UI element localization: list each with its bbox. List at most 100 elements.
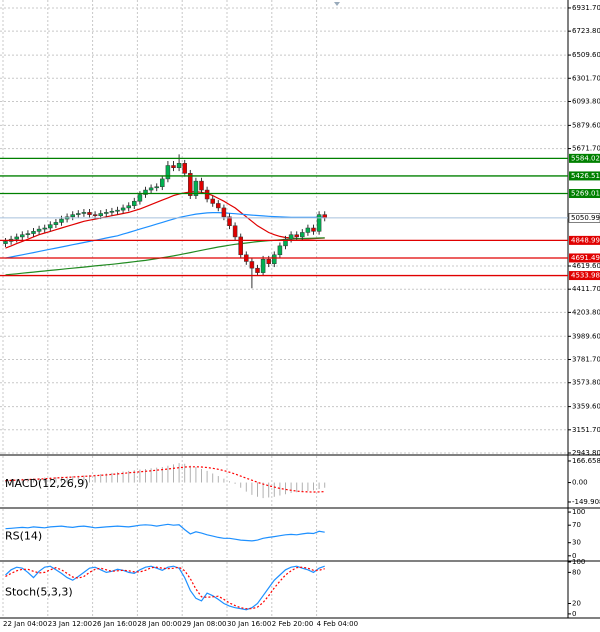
- y-tick-label: 30: [572, 539, 581, 547]
- candle-body: [232, 225, 238, 238]
- candle-body: [148, 187, 154, 191]
- indicator-line: [5, 523, 325, 542]
- candle-body: [176, 163, 182, 168]
- candle-body: [316, 214, 322, 232]
- panel-title: Stoch(5,3,3): [5, 586, 73, 599]
- candle-body: [126, 205, 131, 209]
- candle-body: [294, 234, 299, 238]
- candle-body: [160, 178, 165, 187]
- candle-body: [249, 261, 255, 269]
- level-label-box: [569, 235, 600, 245]
- x-tick-label: 4 Feb 04:00: [317, 620, 358, 628]
- candle-body: [48, 224, 53, 229]
- y-tick-label: 3151.70: [572, 426, 600, 434]
- y-tick-label: 6301.70: [572, 74, 600, 82]
- macd-signal: [5, 466, 325, 493]
- candle-body: [132, 200, 137, 206]
- level-label: 4533.98: [571, 272, 600, 280]
- y-tick-label: 2943.80: [572, 449, 600, 457]
- y-tick-label: 4619.60: [572, 262, 600, 270]
- candle-body: [115, 209, 120, 212]
- y-tick-label: 5671.70: [572, 145, 600, 153]
- candle-body: [188, 173, 193, 196]
- y-tick-label: 80: [572, 568, 581, 576]
- level-label: 4691.49: [571, 254, 600, 262]
- indicator-line: [5, 566, 325, 610]
- y-tick-label: 0: [572, 610, 576, 618]
- x-tick-label: 26 Jan 16:00: [93, 620, 137, 628]
- y-tick-label: 100: [572, 558, 585, 566]
- candle-body: [25, 233, 31, 235]
- last-price-label: 5050.99: [571, 214, 600, 222]
- y-tick-label: 0.00: [572, 479, 588, 487]
- candle-body: [165, 165, 171, 180]
- level-label-box: [569, 171, 600, 181]
- candle-body: [70, 214, 75, 218]
- candle-body: [87, 212, 92, 215]
- candle-body: [171, 165, 176, 168]
- candle-body: [109, 211, 115, 213]
- x-tick-label: 22 Jan 04:00: [3, 620, 47, 628]
- level-label-box: [569, 189, 600, 199]
- panel-title: MACD(12,26,9): [5, 477, 89, 490]
- y-tick-label: 166.658: [572, 457, 600, 465]
- x-tick-label: 2 Feb 20:00: [272, 620, 313, 628]
- y-tick-label: 6723.80: [572, 27, 600, 35]
- y-tick-label: 6931.70: [572, 4, 600, 12]
- candle-body: [255, 267, 260, 273]
- y-tick-label: 5879.60: [572, 121, 600, 129]
- level-label: 5426.51: [571, 172, 600, 180]
- candle-body: [272, 254, 277, 264]
- y-tick-label: 3781.70: [572, 356, 600, 364]
- candle-body: [277, 245, 283, 256]
- candle-body: [59, 218, 64, 223]
- y-tick-label: 3989.60: [572, 332, 600, 340]
- candle-body: [227, 216, 232, 227]
- candle-body: [92, 214, 98, 216]
- candle-body: [216, 203, 221, 209]
- candle-body: [300, 232, 305, 238]
- y-tick-label: 20: [572, 600, 581, 608]
- level-label-box: [569, 153, 600, 163]
- candle-body: [266, 259, 271, 264]
- candle-body: [120, 207, 126, 211]
- level-label-box: [569, 271, 600, 281]
- candle-body: [143, 189, 148, 195]
- last-price-box: [568, 213, 600, 223]
- x-tick-label: 30 Jan 16:00: [227, 620, 271, 628]
- candle-body: [76, 213, 81, 215]
- y-tick-label: 3359.60: [572, 403, 600, 411]
- candle-body: [305, 227, 311, 233]
- candle-body: [154, 186, 159, 189]
- level-label: 5584.02: [571, 154, 600, 162]
- candle-body: [42, 227, 47, 230]
- y-tick-label: 6509.60: [572, 51, 600, 59]
- candle-body: [137, 194, 143, 202]
- candle-body: [14, 236, 19, 240]
- y-tick-label: 0: [572, 552, 576, 560]
- y-tick-label: 4411.70: [572, 285, 600, 293]
- candle-body: [210, 198, 215, 204]
- candle-body: [199, 180, 204, 191]
- candle-body: [221, 207, 227, 218]
- level-label: 4848.99: [571, 236, 600, 244]
- moving-average: [5, 212, 325, 259]
- candle-body: [260, 259, 266, 273]
- y-tick-label: 3573.80: [572, 379, 600, 387]
- y-tick-label: 70: [572, 521, 581, 529]
- candle-body: [193, 180, 199, 196]
- candle-body: [53, 222, 59, 225]
- y-tick-label: 6093.80: [572, 97, 600, 105]
- candle-body: [311, 227, 316, 232]
- y-tick-label: 4203.80: [572, 308, 600, 316]
- x-tick-label: 28 Jan 00:00: [137, 620, 181, 628]
- level-label-box: [569, 253, 600, 263]
- candle-body: [3, 241, 8, 244]
- y-tick-label: 100: [572, 508, 585, 516]
- level-label: 5269.01: [571, 190, 600, 198]
- candle-body: [238, 236, 243, 256]
- candle-body: [288, 234, 294, 240]
- candle-body: [182, 163, 187, 174]
